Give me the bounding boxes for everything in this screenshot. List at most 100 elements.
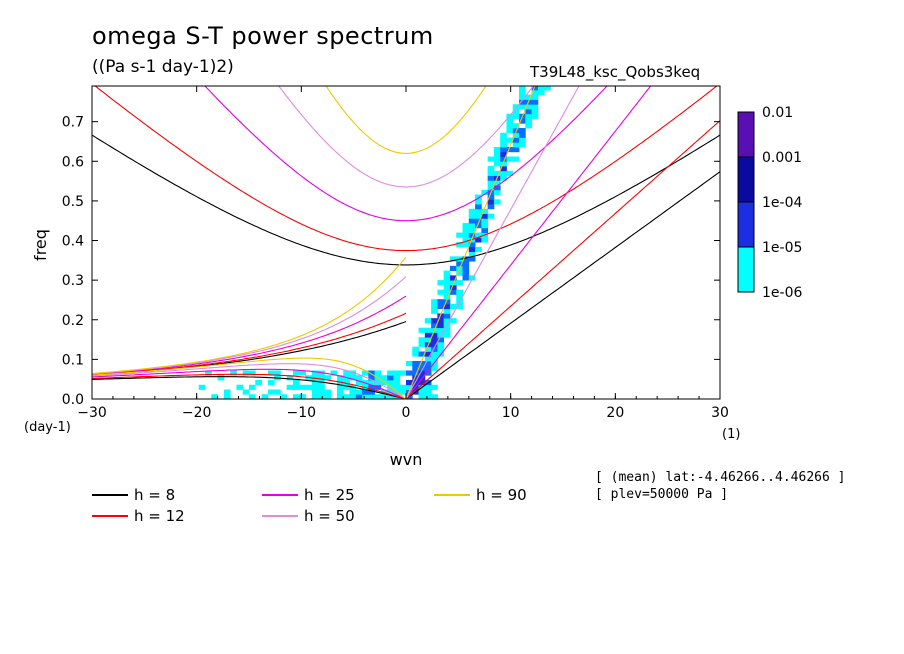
colorbar-label: 1e-05	[762, 240, 802, 256]
power-cell	[437, 303, 445, 310]
power-cell	[393, 379, 401, 386]
x-tick-label: −10	[287, 405, 317, 421]
colorbar: 1e-06 1e-05 1e-04 0.001 0.01	[737, 105, 802, 301]
power-cell	[286, 384, 294, 390]
power-cell	[431, 360, 438, 367]
power-cell	[449, 318, 457, 324]
power-cell	[525, 104, 532, 110]
power-cell	[493, 151, 501, 157]
power-cell	[362, 370, 369, 376]
power-cell	[468, 256, 476, 262]
power-cell	[493, 189, 501, 195]
power-cell	[437, 318, 445, 324]
power-cell	[368, 370, 375, 376]
power-cell	[280, 394, 288, 399]
power-cell	[481, 227, 489, 233]
power-cell	[412, 360, 419, 367]
power-cell	[418, 327, 426, 333]
power-cell	[462, 223, 470, 229]
power-cell	[531, 86, 539, 91]
power-cell	[431, 384, 438, 390]
y-axis-unit: (day-1)	[24, 420, 71, 435]
power-cell	[456, 261, 463, 267]
power-cell	[418, 360, 426, 367]
power-cell	[362, 389, 369, 395]
y-axis-label: freq	[31, 229, 50, 261]
power-cell	[443, 294, 451, 300]
power-cell	[249, 370, 256, 376]
power-cell	[292, 384, 300, 390]
power-cell	[449, 284, 457, 291]
x-tick-label: 20	[606, 405, 624, 421]
power-cell	[324, 394, 332, 399]
power-cell	[506, 170, 514, 176]
curve-h90-mrg	[92, 256, 407, 375]
power-cell	[481, 208, 489, 214]
power-cell	[261, 394, 269, 399]
curve-h12-gravity	[94, 86, 718, 252]
power-cell	[324, 375, 332, 381]
colorbar-label: 1e-06	[762, 285, 802, 301]
power-cell	[512, 113, 520, 119]
power-cell	[431, 351, 438, 357]
power-cell	[462, 261, 470, 267]
power-cell	[249, 384, 256, 390]
power-cell	[412, 346, 419, 352]
power-cell	[487, 180, 495, 186]
power-cell	[424, 370, 432, 376]
power-cell	[418, 341, 426, 348]
curve-h25-gravity	[204, 86, 608, 222]
power-cell	[487, 170, 495, 176]
power-cell	[525, 108, 532, 115]
power-cell	[349, 394, 357, 399]
power-cell	[318, 394, 325, 399]
power-cell	[449, 265, 457, 272]
power-cell	[349, 389, 357, 395]
power-cell	[500, 142, 507, 148]
power-cell	[468, 227, 476, 233]
power-cell	[449, 280, 457, 286]
power-cell	[424, 351, 432, 357]
power-cell	[424, 384, 432, 390]
power-cell	[299, 384, 306, 390]
power-cell	[468, 223, 476, 229]
power-cell	[531, 89, 539, 96]
power-cell	[349, 370, 357, 376]
curve-h90-gravity	[325, 86, 487, 154]
power-cell	[456, 289, 463, 295]
power-cell	[412, 351, 419, 357]
power-cell	[475, 232, 482, 238]
curve-h8-rossby	[92, 376, 407, 399]
power-cell	[468, 232, 476, 238]
power-cell	[318, 384, 325, 390]
power-cell	[468, 218, 476, 224]
curve-h8-mrg	[92, 321, 407, 376]
power-cell	[512, 123, 520, 129]
power-cell	[223, 389, 231, 395]
power-cell	[336, 389, 344, 395]
x-tick-label: −20	[182, 405, 212, 421]
power-cell	[506, 123, 514, 129]
power-cell	[305, 384, 313, 390]
power-cell	[418, 337, 426, 343]
power-cell	[500, 147, 507, 153]
power-cell	[431, 303, 438, 310]
power-cell	[468, 242, 476, 248]
power-cell	[481, 213, 489, 219]
power-cell	[443, 308, 451, 314]
power-cell	[475, 194, 482, 200]
power-cell	[387, 394, 394, 399]
power-cell	[443, 332, 451, 338]
x-tick-label: 10	[502, 405, 520, 421]
power-cell	[355, 379, 363, 386]
power-cell	[544, 86, 551, 91]
power-cell	[286, 375, 294, 381]
power-cell	[519, 99, 526, 105]
power-cell	[242, 370, 250, 376]
chart-subtitle: ((Pa s-1 day-1)2)	[92, 57, 234, 77]
power-cell	[274, 370, 281, 376]
power-cell	[537, 89, 545, 96]
power-cell	[500, 156, 507, 162]
power-cell	[462, 227, 470, 233]
y-tick-label: 0.6	[62, 154, 84, 170]
